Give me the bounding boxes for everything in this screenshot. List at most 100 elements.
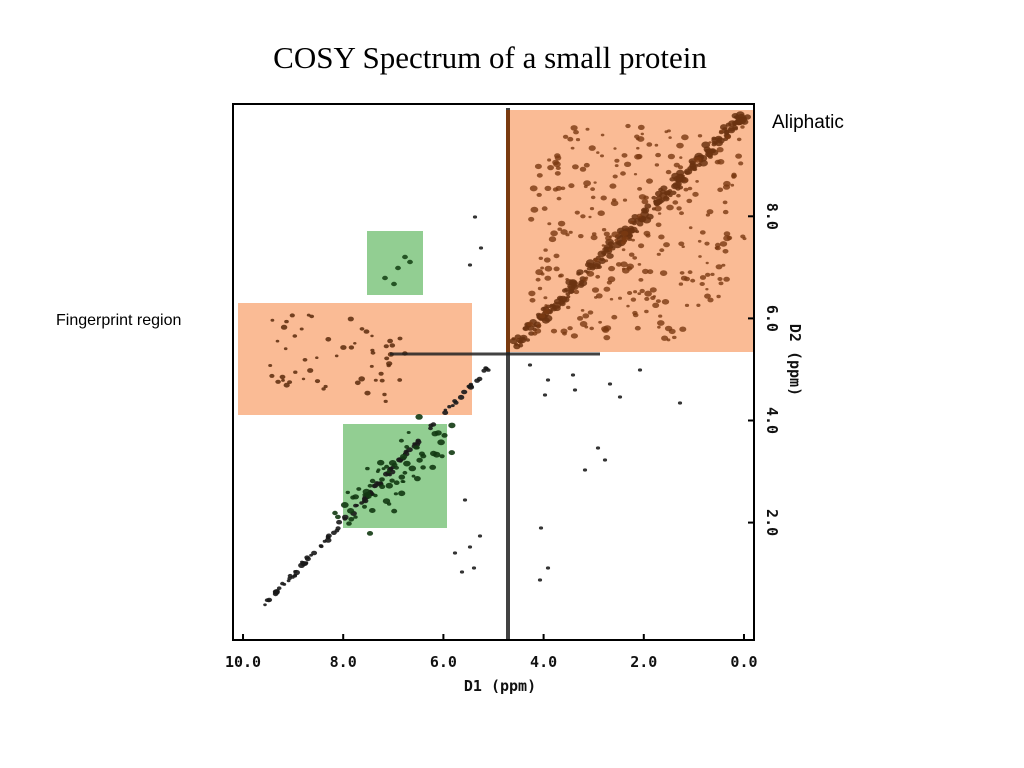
- cross-peak: [613, 147, 617, 150]
- cross-peak: [395, 265, 401, 271]
- cross-peak: [696, 163, 702, 167]
- cross-peak: [281, 378, 285, 382]
- cross-peak: [720, 124, 728, 131]
- cross-peak: [663, 195, 669, 200]
- cross-peak: [705, 272, 711, 277]
- cross-peak: [389, 478, 395, 483]
- cross-peak: [587, 310, 594, 315]
- cross-peak: [679, 211, 684, 216]
- cross-peak: [562, 288, 568, 293]
- cross-peak: [738, 161, 744, 166]
- x-axis-title: D1 (ppm): [464, 677, 536, 695]
- cross-peak: [614, 164, 619, 168]
- cross-peak: [286, 579, 291, 583]
- cross-peak: [704, 148, 710, 154]
- cross-peak: [315, 356, 319, 360]
- cross-peak: [679, 156, 683, 159]
- cross-peak: [593, 258, 600, 263]
- cross-peak: [580, 309, 585, 312]
- cross-peak: [722, 209, 729, 215]
- cross-peak: [624, 161, 632, 167]
- cross-peak: [334, 354, 339, 358]
- cross-peak: [559, 301, 566, 307]
- x-tick-label: 0.0: [730, 653, 757, 671]
- cross-peak: [696, 303, 701, 307]
- cross-peak: [400, 480, 405, 483]
- x-tick-label: 2.0: [630, 653, 657, 671]
- cross-peak: [429, 464, 437, 470]
- cross-peak: [363, 329, 370, 334]
- cross-peak: [348, 345, 355, 350]
- cross-peak: [389, 343, 396, 348]
- cross-peak: [610, 200, 619, 207]
- cross-peak: [649, 287, 657, 293]
- y-axis-ticks: 2.0 4.0 6.0 8.0: [748, 203, 781, 536]
- cross-peak: [676, 142, 684, 149]
- cross-peak: [614, 238, 619, 242]
- cross-peak: [557, 227, 562, 231]
- cross-peak: [284, 319, 289, 324]
- x-axis-ticks: 10.0 8.0 6.0 4.0 2.0 0.0: [225, 634, 758, 671]
- cross-peak: [695, 180, 699, 183]
- cross-peak: [680, 275, 688, 281]
- cross-peak: [633, 173, 638, 176]
- cross-peak: [529, 298, 536, 303]
- cross-peak: [699, 230, 706, 235]
- x-tick-label: 10.0: [225, 653, 261, 671]
- cross-peak: [672, 182, 681, 189]
- cross-peak: [568, 183, 575, 189]
- cross-peak: [448, 450, 455, 456]
- cross-peak: [719, 241, 728, 247]
- cross-peak: [667, 153, 676, 160]
- cross-peak: [577, 282, 585, 288]
- cross-peak: [684, 170, 691, 175]
- cross-peak: [740, 125, 745, 129]
- cross-peak: [398, 490, 406, 497]
- cross-peak: [699, 275, 707, 280]
- cross-peak: [336, 519, 343, 525]
- cross-peak: [637, 124, 645, 130]
- cross-peak: [637, 187, 643, 191]
- cross-peak: [625, 123, 631, 129]
- cross-peak: [270, 318, 275, 322]
- cross-peak: [603, 335, 611, 341]
- cross-peak: [283, 347, 288, 351]
- cross-peak: [428, 426, 433, 431]
- cross-peak: [722, 200, 728, 205]
- cross-peak: [658, 234, 665, 240]
- cross-peak: [318, 544, 324, 548]
- cross-peak: [545, 378, 551, 382]
- cross-peak: [692, 191, 699, 197]
- cross-peak: [676, 206, 682, 211]
- cross-peak: [618, 296, 622, 300]
- cross-peak: [342, 516, 348, 521]
- cross-peak: [370, 351, 376, 355]
- plot-frame: [232, 103, 755, 641]
- cross-peak: [637, 292, 642, 295]
- cross-peak: [521, 336, 526, 340]
- cross-peak: [620, 240, 627, 245]
- cross-peak: [418, 451, 425, 457]
- cross-peak: [582, 468, 588, 472]
- cross-peak: [550, 328, 558, 334]
- cross-peak: [543, 314, 553, 322]
- cross-peak: [560, 186, 566, 191]
- cross-peak: [672, 200, 679, 205]
- cross-peak: [428, 423, 434, 428]
- cross-peak: [474, 378, 480, 383]
- y-tick-label: 2.0: [763, 509, 781, 536]
- cross-peak: [716, 294, 721, 299]
- cross-peak: [626, 304, 630, 308]
- cross-peak: [639, 288, 645, 294]
- cross-peak: [537, 286, 543, 291]
- cross-peak: [543, 257, 551, 263]
- cross-peak: [663, 242, 670, 248]
- cross-peak: [287, 573, 293, 578]
- cross-peak: [293, 370, 298, 374]
- cross-peak: [274, 589, 280, 594]
- cross-peak: [687, 270, 693, 275]
- cross-peak: [611, 314, 618, 320]
- cross-peak: [550, 230, 558, 237]
- cross-peak: [670, 190, 677, 195]
